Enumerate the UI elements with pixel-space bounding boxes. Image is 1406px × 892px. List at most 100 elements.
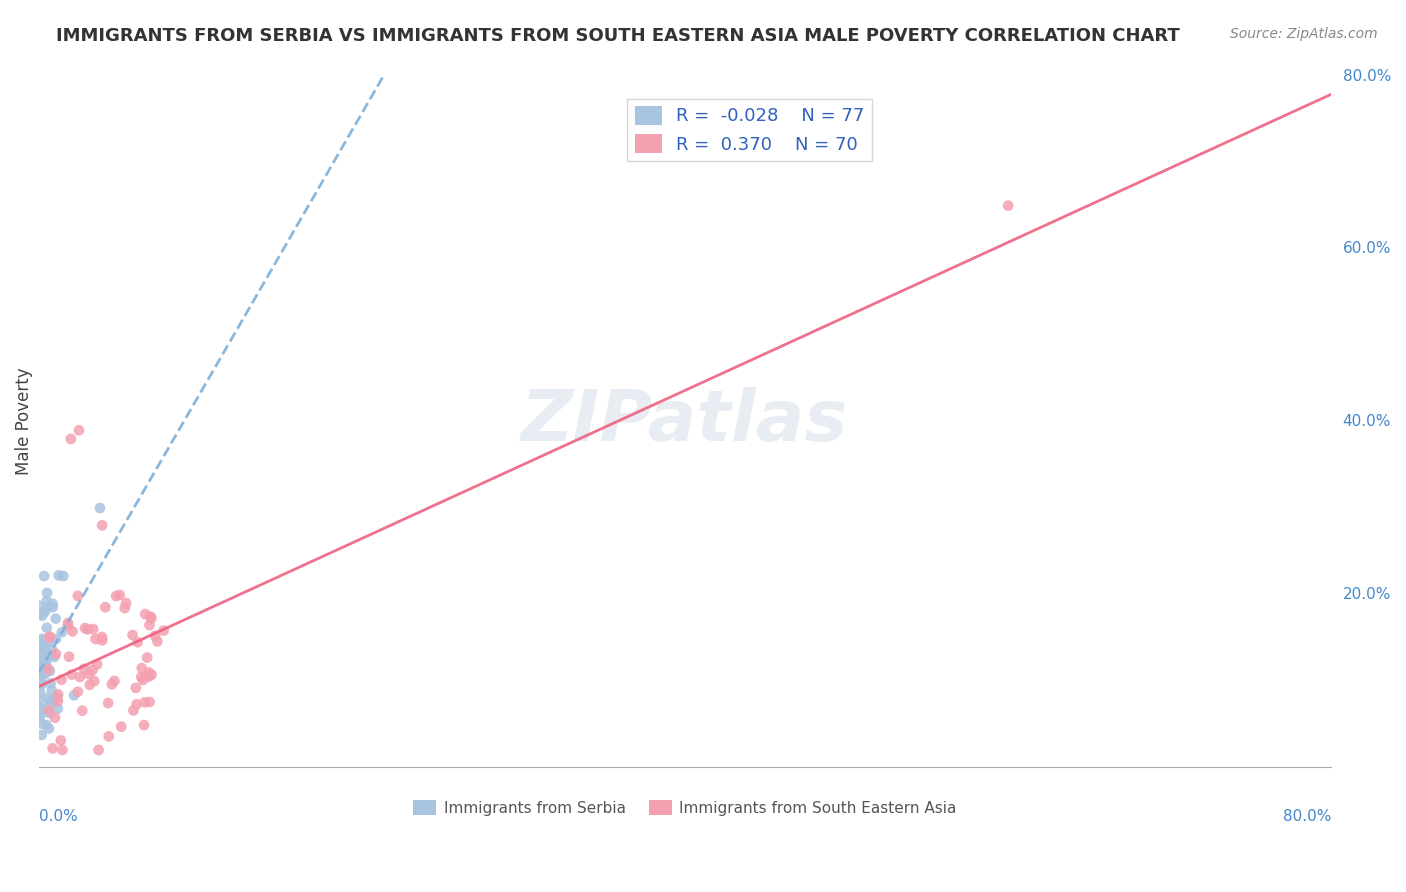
Point: [97, 696, 120, 710]
Point: [131, 661, 153, 675]
Point: [82, 663, 104, 677]
Point: [28, 671, 51, 685]
Point: [110, 720, 132, 734]
Point: [66, 589, 89, 603]
Point: [115, 596, 138, 610]
Point: [32, 569, 55, 583]
Point: [125, 681, 148, 695]
Point: [35, 621, 58, 635]
Point: [28, 709, 51, 723]
Point: [86, 657, 108, 672]
Point: [73, 621, 96, 635]
Point: [114, 601, 136, 615]
Point: [30, 643, 52, 657]
Point: [35, 646, 58, 660]
Point: [28, 643, 51, 657]
Point: [132, 673, 155, 687]
Point: [58, 649, 80, 664]
Point: [138, 665, 160, 680]
Point: [27, 667, 49, 681]
Point: [39, 676, 62, 690]
Point: [32, 659, 55, 673]
Point: [31, 644, 53, 658]
Point: [28, 599, 51, 613]
Point: [122, 704, 145, 718]
Point: [84, 632, 107, 646]
Point: [38, 664, 60, 678]
Text: 60.0%: 60.0%: [1343, 242, 1391, 256]
Point: [91, 518, 114, 533]
Point: [91, 630, 114, 644]
Point: [66, 685, 89, 699]
Point: [31, 642, 53, 657]
Text: 80.0%: 80.0%: [1343, 69, 1391, 84]
Point: [37, 691, 59, 706]
Point: [41, 741, 63, 756]
Point: [70, 704, 93, 718]
Point: [34, 662, 56, 676]
Point: [45, 632, 67, 646]
Point: [31, 654, 53, 668]
Point: [28, 645, 51, 659]
Point: [82, 622, 104, 636]
Legend: Immigrants from Serbia, Immigrants from South Eastern Asia: Immigrants from Serbia, Immigrants from …: [408, 794, 963, 822]
Point: [60, 667, 83, 681]
Point: [37, 601, 59, 615]
Text: 40.0%: 40.0%: [1343, 414, 1391, 429]
Point: [141, 667, 163, 681]
Point: [32, 667, 55, 681]
Point: [41, 597, 63, 611]
Point: [136, 650, 159, 665]
Point: [56, 619, 79, 633]
Point: [28, 655, 51, 669]
Point: [34, 637, 56, 651]
Point: [73, 662, 96, 676]
Point: [31, 667, 53, 681]
Text: Source: ZipAtlas.com: Source: ZipAtlas.com: [1230, 27, 1378, 41]
Point: [32, 640, 55, 655]
Point: [28, 666, 51, 681]
Point: [46, 690, 69, 705]
Point: [28, 663, 51, 677]
Point: [31, 648, 53, 663]
Point: [48, 568, 70, 582]
Point: [30, 708, 52, 723]
Point: [35, 718, 58, 732]
Point: [138, 695, 160, 709]
Point: [141, 611, 163, 625]
Point: [59, 432, 82, 446]
Point: [38, 631, 60, 645]
Point: [97, 730, 120, 744]
Point: [105, 589, 128, 603]
Point: [127, 635, 149, 649]
Point: [30, 677, 52, 691]
Point: [129, 670, 152, 684]
Point: [94, 600, 117, 615]
Point: [35, 594, 58, 608]
Point: [35, 586, 58, 600]
Point: [31, 676, 53, 690]
Y-axis label: Male Poverty: Male Poverty: [15, 368, 32, 475]
Point: [46, 687, 69, 701]
Point: [31, 632, 53, 646]
Point: [35, 657, 58, 671]
Point: [28, 643, 51, 657]
Point: [28, 700, 51, 714]
Point: [38, 722, 60, 736]
Point: [125, 698, 148, 712]
Point: [51, 743, 73, 757]
Point: [34, 639, 56, 653]
Point: [28, 692, 51, 706]
Point: [45, 612, 67, 626]
Point: [108, 588, 131, 602]
Point: [134, 695, 156, 709]
Point: [38, 706, 60, 720]
Point: [30, 686, 52, 700]
Point: [41, 683, 63, 698]
Point: [138, 669, 160, 683]
Point: [87, 743, 110, 757]
Point: [143, 629, 166, 643]
Point: [34, 667, 56, 681]
Point: [39, 694, 62, 708]
Point: [31, 634, 53, 648]
